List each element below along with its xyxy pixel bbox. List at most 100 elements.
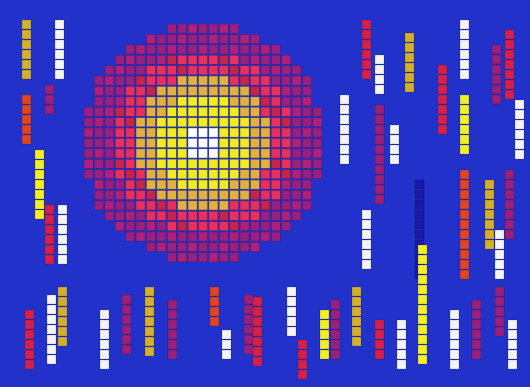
pixel bbox=[404, 82, 415, 93]
pixel bbox=[46, 304, 57, 315]
pixel bbox=[239, 200, 250, 211]
pixel bbox=[459, 104, 470, 115]
pixel bbox=[260, 169, 271, 179]
pixel bbox=[504, 169, 515, 180]
pixel bbox=[21, 49, 32, 60]
pixel bbox=[115, 179, 125, 190]
pixel bbox=[208, 159, 219, 169]
pixel bbox=[281, 75, 292, 86]
pixel bbox=[44, 214, 55, 225]
pixel bbox=[291, 86, 302, 96]
pixel bbox=[504, 29, 515, 40]
pixel bbox=[125, 190, 135, 200]
pixel bbox=[209, 286, 220, 297]
pixel bbox=[146, 34, 156, 44]
pixel bbox=[219, 96, 229, 107]
pixel bbox=[281, 190, 292, 200]
pixel bbox=[221, 329, 232, 340]
pixel bbox=[156, 242, 167, 252]
pixel bbox=[21, 134, 32, 145]
pixel bbox=[361, 49, 372, 60]
pixel bbox=[135, 54, 146, 65]
pixel bbox=[156, 200, 167, 211]
pixel bbox=[281, 96, 292, 107]
pixel bbox=[208, 231, 219, 242]
pixel bbox=[24, 319, 35, 330]
pixel bbox=[177, 127, 187, 138]
pixel bbox=[177, 159, 187, 169]
pixel bbox=[260, 159, 271, 169]
pixel bbox=[177, 44, 187, 55]
pixel bbox=[471, 319, 482, 330]
pixel bbox=[302, 169, 312, 179]
pixel bbox=[34, 149, 45, 160]
pixel bbox=[177, 75, 187, 86]
pixel bbox=[374, 84, 385, 95]
pixel bbox=[250, 54, 260, 65]
pixel bbox=[198, 169, 208, 179]
pixel bbox=[459, 39, 470, 50]
pixel bbox=[83, 138, 94, 148]
pixel bbox=[302, 107, 312, 117]
pixel bbox=[291, 75, 302, 86]
pixel bbox=[198, 252, 208, 263]
pixel bbox=[229, 169, 239, 179]
pixel bbox=[286, 326, 297, 337]
pixel bbox=[229, 75, 239, 86]
pixel bbox=[104, 179, 115, 190]
pixel bbox=[54, 59, 65, 70]
pixel bbox=[156, 75, 167, 86]
pixel bbox=[281, 200, 292, 211]
pixel bbox=[24, 339, 35, 350]
pixel bbox=[144, 326, 155, 337]
pixel bbox=[44, 234, 55, 245]
pixel bbox=[177, 23, 187, 34]
pixel bbox=[208, 200, 219, 211]
pixel bbox=[491, 84, 502, 95]
pixel bbox=[389, 124, 400, 135]
pixel bbox=[187, 231, 198, 242]
pixel bbox=[219, 211, 229, 221]
pixel bbox=[104, 138, 115, 148]
pixel bbox=[361, 29, 372, 40]
pixel bbox=[99, 359, 110, 370]
pixel bbox=[146, 242, 156, 252]
pixel bbox=[177, 34, 187, 44]
pixel bbox=[219, 252, 229, 263]
pixel bbox=[94, 117, 104, 127]
pixel bbox=[208, 211, 219, 221]
pixel bbox=[125, 179, 135, 190]
pixel bbox=[44, 254, 55, 265]
pixel bbox=[125, 86, 135, 96]
pixel bbox=[83, 127, 94, 138]
pixel bbox=[484, 229, 495, 240]
pixel bbox=[187, 190, 198, 200]
pixel bbox=[374, 184, 385, 195]
pixel bbox=[239, 138, 250, 148]
pixel bbox=[208, 86, 219, 96]
pixel bbox=[281, 54, 292, 65]
pixel bbox=[167, 117, 177, 127]
pixel bbox=[208, 252, 219, 263]
pixel bbox=[260, 107, 271, 117]
pixel bbox=[291, 169, 302, 179]
pixel bbox=[504, 89, 515, 100]
pixel bbox=[459, 189, 470, 200]
pixel bbox=[374, 144, 385, 155]
pixel bbox=[243, 294, 254, 305]
pixel bbox=[404, 72, 415, 83]
pixel bbox=[156, 179, 167, 190]
pixel bbox=[504, 59, 515, 70]
pixel bbox=[187, 75, 198, 86]
pixel bbox=[167, 96, 177, 107]
pixel bbox=[167, 349, 178, 360]
pixel bbox=[219, 44, 229, 55]
pixel bbox=[208, 96, 219, 107]
pixel bbox=[361, 229, 372, 240]
pixel bbox=[219, 138, 229, 148]
pixel bbox=[121, 304, 132, 315]
pixel bbox=[250, 159, 260, 169]
pixel bbox=[437, 74, 448, 85]
pixel bbox=[156, 148, 167, 159]
